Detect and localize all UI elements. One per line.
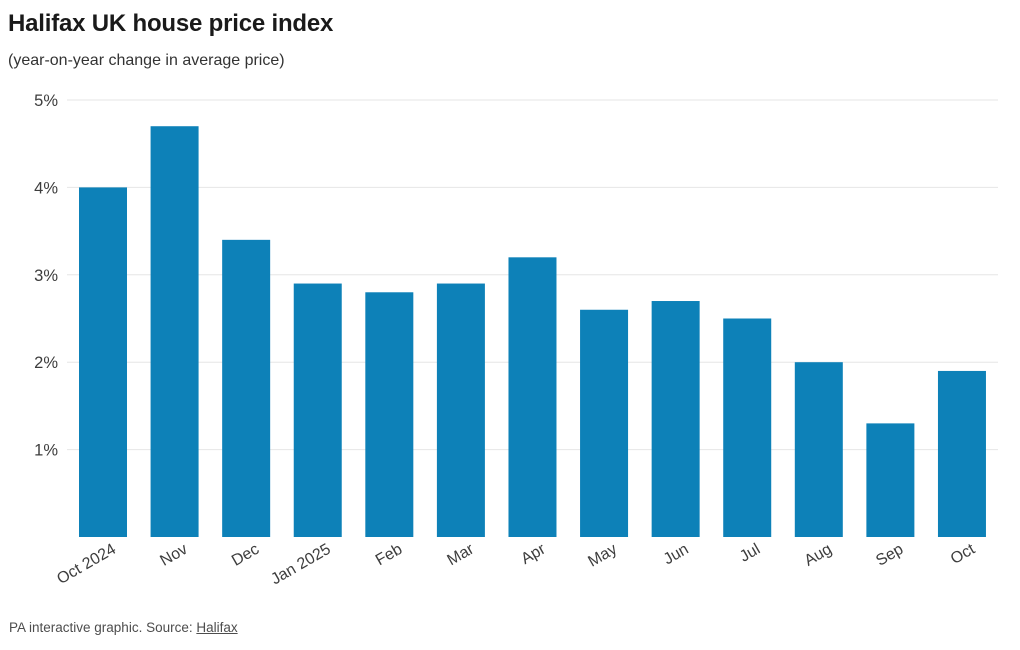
x-tick-label: Oct xyxy=(948,540,979,567)
bar-nov xyxy=(150,126,199,537)
bar-jun xyxy=(651,301,700,537)
x-tick-label: Aug xyxy=(802,541,835,570)
x-tick-label: Oct 2024 xyxy=(54,541,119,588)
x-tick-label: Sep xyxy=(873,541,906,570)
bar-oct-2024 xyxy=(79,187,127,537)
x-tick-label: Jan 2025 xyxy=(268,541,334,589)
x-tick-label: Apr xyxy=(518,540,549,568)
footer-credit-text: PA interactive graphic. Source: xyxy=(9,620,197,635)
footer-credit: PA interactive graphic. Source: Halifax xyxy=(9,620,238,635)
y-tick-label: 5% xyxy=(34,92,58,110)
bar-chart-svg: 1% 2% 3% 4% 5% Oct 2024 Nov Dec Jan 2025 Feb Mar Ap… xyxy=(34,92,998,589)
bar-sep xyxy=(866,423,915,537)
bar-jan-2025 xyxy=(293,283,342,537)
bar-jul xyxy=(723,318,772,537)
x-tick-label: Feb xyxy=(373,541,405,570)
y-tick-label: 2% xyxy=(34,354,58,372)
x-tick-label: May xyxy=(585,541,620,571)
x-tick-label: Jul xyxy=(737,541,763,566)
page-subtitle: (year-on-year change in average price) xyxy=(8,52,285,69)
page-title: Halifax UK house price index xyxy=(8,10,334,37)
source-link[interactable]: Halifax xyxy=(196,620,238,635)
y-tick-label: 4% xyxy=(34,179,58,197)
bar-dec xyxy=(222,239,271,537)
bar-feb xyxy=(365,292,414,537)
y-tick-label: 1% xyxy=(34,442,58,460)
x-tick-label: Dec xyxy=(229,541,262,570)
x-tick-label: Jun xyxy=(661,541,692,569)
x-tick-label: Nov xyxy=(157,541,190,570)
bar-may xyxy=(580,309,629,537)
x-tick-label: Mar xyxy=(445,540,478,569)
bar-apr xyxy=(508,257,557,537)
bar-aug xyxy=(794,362,843,537)
bar-oct xyxy=(937,370,986,537)
y-tick-label: 3% xyxy=(34,267,58,285)
bar-mar xyxy=(436,283,485,537)
